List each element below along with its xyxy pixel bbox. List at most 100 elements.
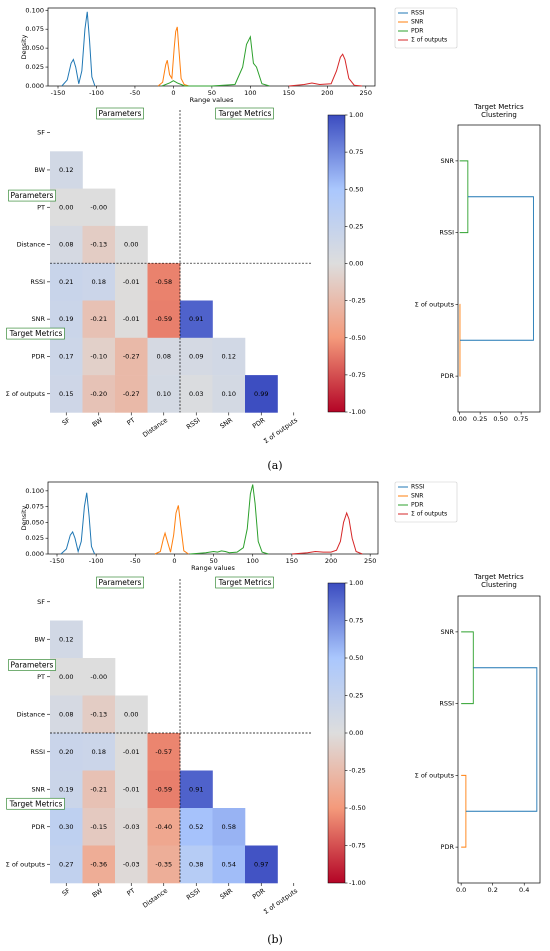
legend-label: SNR (411, 19, 423, 26)
heatmap-cell (115, 695, 148, 734)
heatmap-cell (147, 808, 181, 846)
heatmap-cell (82, 695, 116, 734)
colorbar-tick-label: -0.50 (349, 804, 366, 812)
group-label-box (96, 576, 144, 589)
group-label: Target Metrics (218, 109, 272, 118)
cell-label: -0.00 (90, 203, 107, 211)
x-tick-label: -100 (89, 557, 104, 565)
x-tick-label: 50 (208, 89, 216, 97)
column-label: RSSI (185, 887, 202, 902)
heatmap-cell (115, 845, 148, 884)
cell-label: 0.19 (59, 315, 73, 323)
heatmap-cell (212, 337, 246, 376)
heatmap-cell (115, 808, 148, 846)
row-label: BW (34, 166, 45, 174)
group-label-box (96, 107, 144, 120)
y-tick-label: 0.050 (25, 44, 44, 52)
dendrogram-link (461, 631, 474, 705)
column-label: SF (61, 416, 72, 427)
legend-label: RSSI (411, 10, 425, 17)
colorbar-tick-label: -1.00 (349, 879, 366, 887)
heatmap-cell (115, 733, 148, 771)
heatmap-cell (82, 808, 116, 846)
legend-label: SNR (411, 493, 423, 500)
x-axis-label: Range values (191, 564, 235, 572)
column-label: PDR (251, 886, 267, 901)
density-line (288, 53, 362, 87)
heatmap-cell (50, 620, 83, 659)
x-tick-label: 100 (244, 89, 256, 97)
group-label: Parameters (99, 109, 142, 118)
y-axis-label: Density (20, 505, 28, 530)
column-label: Σ of outputs (262, 416, 299, 445)
chart-title: Target Metrics (473, 573, 524, 581)
leaf-label: RSSI (439, 229, 454, 237)
heatmap-cell (50, 151, 83, 189)
heatmap-cell (115, 263, 148, 301)
heatmap-cell (180, 337, 213, 376)
row-label: Σ of outputs (6, 860, 46, 868)
cell-label: 0.30 (59, 823, 73, 831)
heatmap-cell (147, 375, 181, 413)
cell-label: -0.40 (155, 823, 172, 831)
colorbar-tick-label: 0.50 (349, 654, 363, 662)
density-line (61, 11, 96, 87)
colorbar-tick-label: 0.75 (349, 617, 363, 625)
density-line (154, 505, 189, 555)
cell-label: 0.38 (189, 860, 203, 868)
heatmap-cell (50, 733, 83, 771)
dendrogram-link (461, 774, 467, 848)
column-label: Distance (141, 416, 169, 439)
chart-title: Clustering (481, 581, 517, 589)
y-tick-label: 0.050 (25, 518, 44, 526)
cell-label: 0.19 (59, 785, 73, 793)
cell-label: -0.13 (90, 710, 107, 718)
colorbar-tick-label: -0.75 (349, 842, 366, 850)
group-label: Target Metrics (9, 799, 63, 808)
leaf-label: SNR (440, 157, 454, 165)
cell-label: 0.99 (254, 390, 268, 398)
heatmap-cell (50, 695, 83, 734)
heatmap-cell (212, 845, 246, 884)
row-label: SF (37, 129, 45, 137)
dendrogram-link (459, 196, 534, 341)
cell-label: 0.91 (189, 785, 203, 793)
cell-label: -0.27 (123, 352, 140, 360)
x-tick-label: 150 (283, 89, 295, 97)
cell-label: 0.10 (157, 390, 171, 398)
cell-label: -0.01 (123, 278, 140, 286)
cell-label: 0.08 (157, 352, 171, 360)
cell-label: 0.03 (189, 390, 203, 398)
column-label: PDR (251, 416, 267, 431)
heatmap-cell (50, 337, 83, 376)
heatmap-cell (147, 337, 181, 376)
cell-label: 0.12 (59, 166, 73, 174)
group-label-box (215, 107, 274, 120)
colorbar-tick-label: 0.75 (349, 148, 363, 156)
colorbar-tick-label: -0.25 (349, 297, 366, 305)
row-label: PT (37, 673, 45, 681)
cell-label: 0.15 (59, 390, 73, 398)
x-tick-label: -50 (130, 89, 141, 97)
x-tick-label: -50 (130, 557, 141, 565)
heatmap-cell (115, 225, 148, 264)
heatmap-cell (115, 337, 148, 376)
cell-label: -0.01 (123, 785, 140, 793)
caption: (a) (267, 459, 282, 472)
heatmap-cell (50, 263, 83, 301)
x-tick-label: -150 (50, 557, 65, 565)
cell-label: 0.17 (59, 352, 73, 360)
density-line (190, 484, 269, 555)
y-tick-label: 0.075 (25, 25, 44, 33)
colorbar-tick-label: 0.00 (349, 729, 363, 737)
legend-label: Σ of outputs (411, 511, 447, 518)
density-line (60, 492, 96, 555)
group-label-box (8, 659, 56, 671)
heatmap-cell (82, 300, 116, 339)
legend-label: PDR (411, 502, 423, 509)
y-tick-label: 0.000 (25, 82, 44, 90)
x-tick-label: 200 (321, 89, 333, 97)
cell-label: -0.00 (90, 673, 107, 681)
column-label: PT (125, 416, 136, 427)
column-label: SNR (218, 886, 234, 901)
